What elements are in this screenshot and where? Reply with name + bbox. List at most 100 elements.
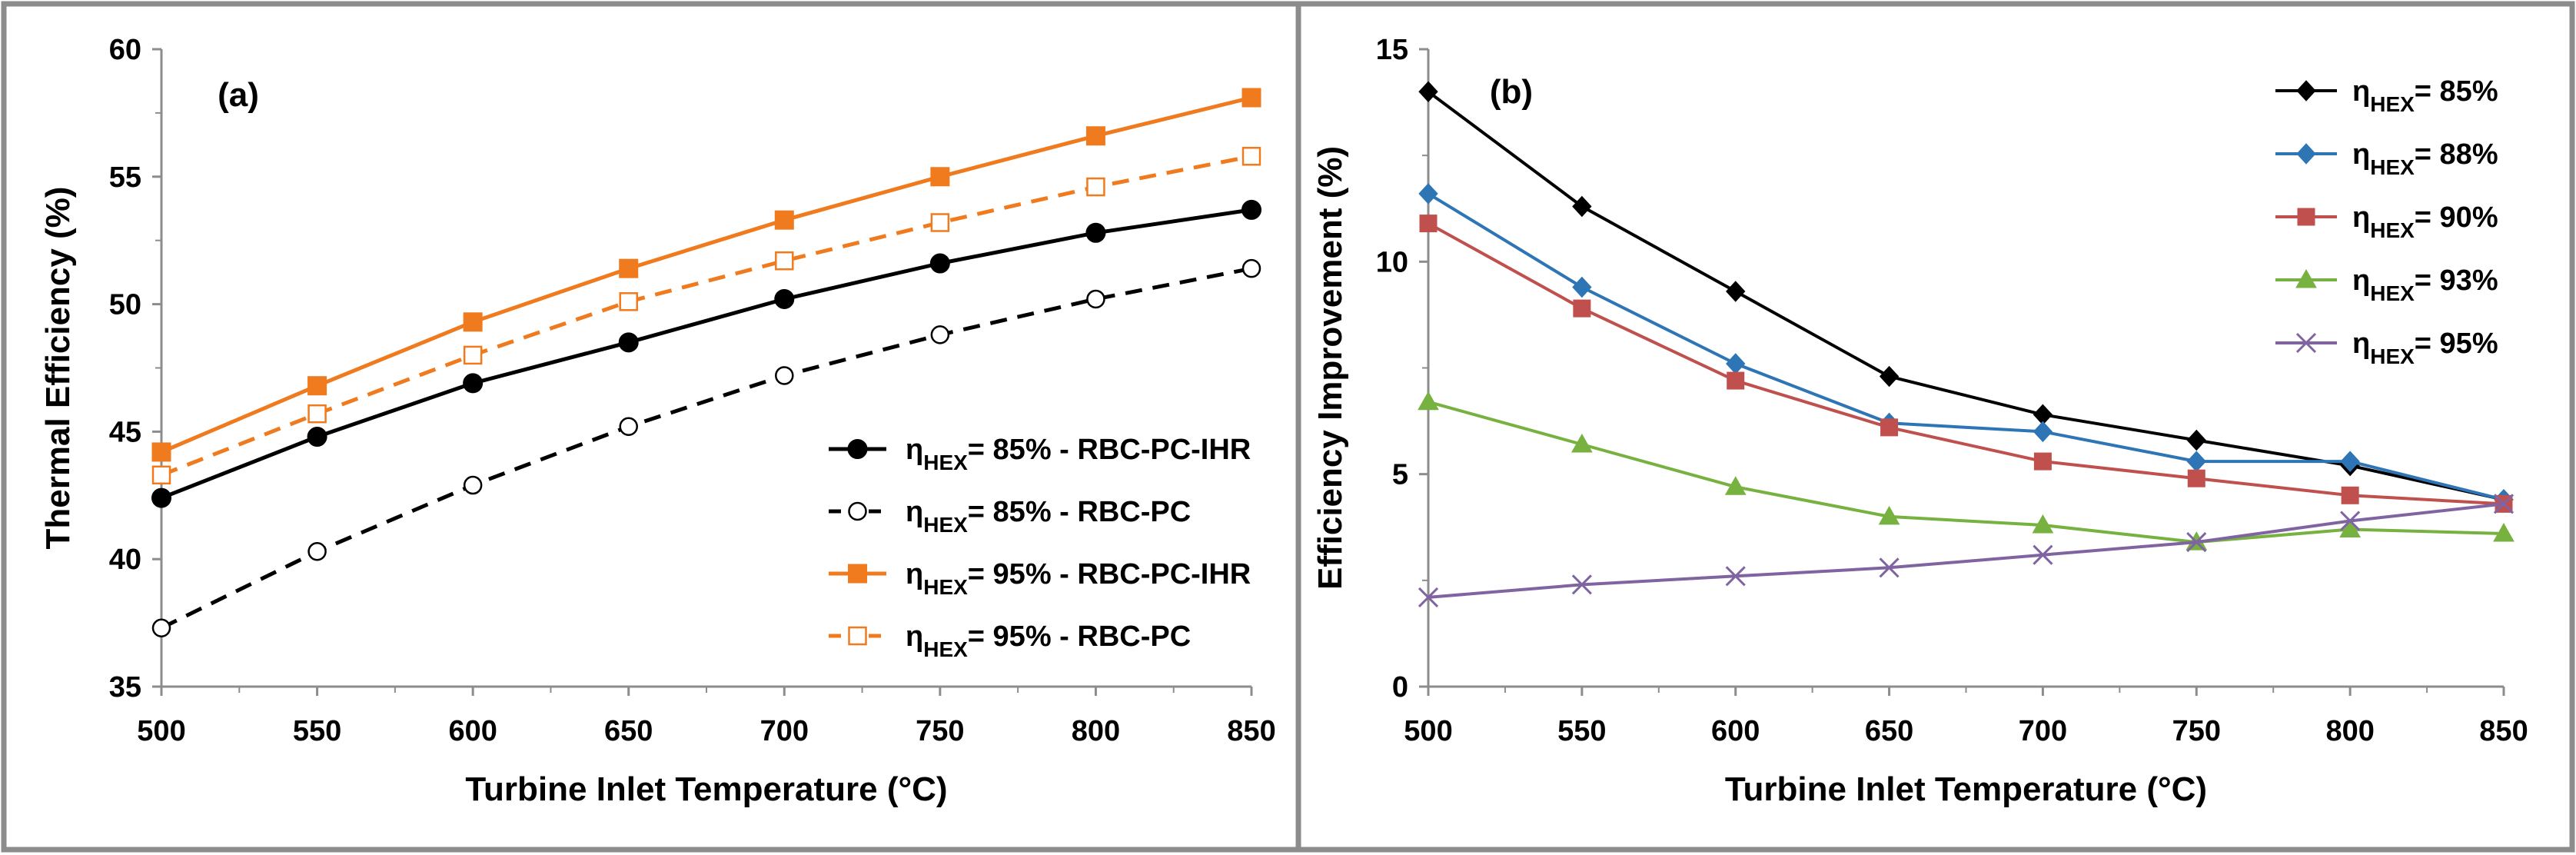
marker-x-stroke	[2493, 494, 2515, 514]
panel-a-series-3-point	[463, 345, 483, 365]
panel-b-series-4-point	[1571, 574, 1592, 595]
panel-a-series-3-point	[930, 213, 950, 232]
panel-b-x-tick-label: 600	[1711, 715, 1760, 747]
panel-b-series-2-point	[2341, 486, 2359, 504]
panel-a-series-1-point	[463, 475, 483, 495]
legend-suffix: = 85%	[2415, 75, 2498, 108]
panel-a-series-2-point	[774, 210, 794, 230]
panel-a-y-tick-label: 50	[109, 289, 141, 321]
panel-a-series-1-point	[775, 366, 794, 385]
panel-a-x-tick-label: 600	[448, 715, 497, 747]
panel-b-series-1-point	[2033, 421, 2053, 443]
panel-a-series-2-point	[930, 167, 950, 187]
panel-b-legend-marker-1	[2296, 143, 2316, 165]
panel-a-series-2-point	[1085, 126, 1105, 146]
marker-x-stroke	[2295, 332, 2317, 354]
legend-symbol: η	[2352, 138, 2370, 171]
panel-b-series-2-point	[2033, 452, 2052, 471]
legend-suffix: = 85% - RBC-PC-IHR	[968, 434, 1251, 466]
marker-x-stroke	[1418, 587, 1439, 608]
panel-a-series-3-point	[307, 404, 327, 424]
panel-a-series-0-point	[1085, 222, 1106, 243]
panel-b-legend-marker-3	[2295, 268, 2317, 288]
panel-b-series-1-point	[1572, 276, 1592, 298]
panel-a-legend-label-2: ηHEX= 95% - RBC-PC-IHR	[906, 558, 1251, 599]
panel-b-series-4-point	[2493, 494, 2515, 514]
panel-b-series-0-point	[1726, 281, 1746, 302]
panel-a-y-tick-label: 45	[109, 416, 141, 448]
panel-b-series-2-line	[1428, 221, 2505, 506]
panel-b-y-tick-label: 15	[1376, 34, 1408, 66]
panel-b-series-3-point	[2493, 523, 2515, 542]
panel-a-series-3-point	[1241, 147, 1261, 166]
panel-a-series-0-line	[161, 208, 1252, 500]
legend-subscript: HEX	[923, 451, 968, 474]
panel-b-x-axis-title: Turbine Inlet Temperature (°C)	[1725, 770, 2207, 808]
panel-a-series-1-point	[307, 542, 327, 561]
panel-a-series-1-line	[160, 266, 1252, 630]
legend-subscript: HEX	[923, 575, 968, 599]
panel-b-series-2-point	[1727, 371, 1745, 390]
panel-b-legend-label-4: ηHEX= 95%	[2352, 328, 2498, 368]
panel-b-series-4-point	[2186, 532, 2207, 553]
panel-b-legend-marker-0	[2296, 80, 2316, 101]
panel-b-x-tick-label: 750	[2172, 715, 2221, 747]
legend-symbol: η	[2352, 75, 2370, 108]
panel-b-legend-marker-4	[2295, 332, 2317, 354]
legend-symbol: η	[906, 620, 923, 653]
panel-a-series-3-line	[161, 154, 1252, 477]
legend-subscript: HEX	[2370, 92, 2415, 116]
panel-b-series-0-point	[2186, 429, 2206, 451]
panel-b-series-3-point	[1724, 476, 1747, 495]
panel-a-y-axis-title: Thermal Efficiency (%)	[39, 187, 77, 550]
panel-b-legend-label-0: ηHEX= 85%	[2352, 75, 2498, 116]
panel-a-series-1-point	[619, 417, 638, 437]
panel-a-y-tick-label: 55	[109, 161, 141, 194]
panel-a-series-0-point	[929, 253, 950, 274]
panel-a-x-tick-label: 650	[604, 715, 653, 747]
panel-a-series-2-point	[151, 442, 171, 462]
panel-a-x-tick-label: 700	[760, 715, 809, 747]
panel-b-series-1-point	[2340, 451, 2360, 472]
legend-suffix: = 95% - RBC-PC	[968, 620, 1191, 653]
panel-a-x-tick-label: 800	[1072, 715, 1120, 747]
panel-b-series-3-point	[1878, 505, 1900, 525]
panel-a-series-2-point	[307, 376, 327, 396]
legend-suffix: = 90%	[2415, 201, 2498, 234]
marker-x-stroke	[2186, 532, 2207, 553]
panel-a-series-1-point	[1241, 258, 1261, 278]
panel-a-series-0-point	[618, 332, 639, 353]
panel-a-series-0-point	[1241, 199, 1261, 220]
panel-a-series-3-point	[151, 465, 171, 485]
panel-b-legend-label-2: ηHEX= 90%	[2352, 201, 2498, 242]
marker-x-stroke	[1879, 557, 1900, 578]
legend-subscript: HEX	[2370, 281, 2415, 305]
legend-subscript: HEX	[2370, 344, 2415, 368]
legend-symbol: η	[2352, 201, 2370, 234]
panel-b-x-tick-label: 700	[2019, 715, 2067, 747]
marker-x-stroke	[1725, 566, 1746, 587]
panel-b-series-4-point	[1418, 587, 1439, 608]
panel-a-panel-label: (a)	[218, 76, 259, 114]
panel-b-series-1-line	[1427, 192, 2505, 501]
panel-b-x-tick-label: 650	[1865, 715, 1913, 747]
panel-a-series-2-point	[619, 258, 639, 278]
legend-symbol: η	[906, 558, 923, 591]
panel-a-x-tick-label: 500	[137, 715, 185, 747]
legend-symbol: η	[2352, 328, 2370, 360]
panel-b-series-2-point	[1880, 418, 1899, 437]
panel-a-legend-label-0: ηHEX= 85% - RBC-PC-IHR	[906, 434, 1251, 474]
legend-subscript: HEX	[2370, 155, 2415, 179]
panel-a-legend-marker-3	[848, 626, 867, 646]
panel-a-series-1-point	[1086, 289, 1105, 309]
panel-b-series-3-point	[2339, 518, 2361, 538]
panel-b-series-0-point	[1572, 195, 1592, 218]
panel-b-series-2-point	[2187, 469, 2205, 487]
panel-a-series-1-point	[930, 325, 950, 344]
panel-a-series-1-point	[151, 618, 171, 637]
marker-x-stroke	[2340, 511, 2361, 531]
legend-subscript: HEX	[2370, 218, 2415, 242]
panel-a-series-2-point	[463, 312, 483, 332]
panel-b-series-3-point	[1571, 433, 1593, 453]
panel-a-legend-marker-2	[848, 564, 867, 584]
